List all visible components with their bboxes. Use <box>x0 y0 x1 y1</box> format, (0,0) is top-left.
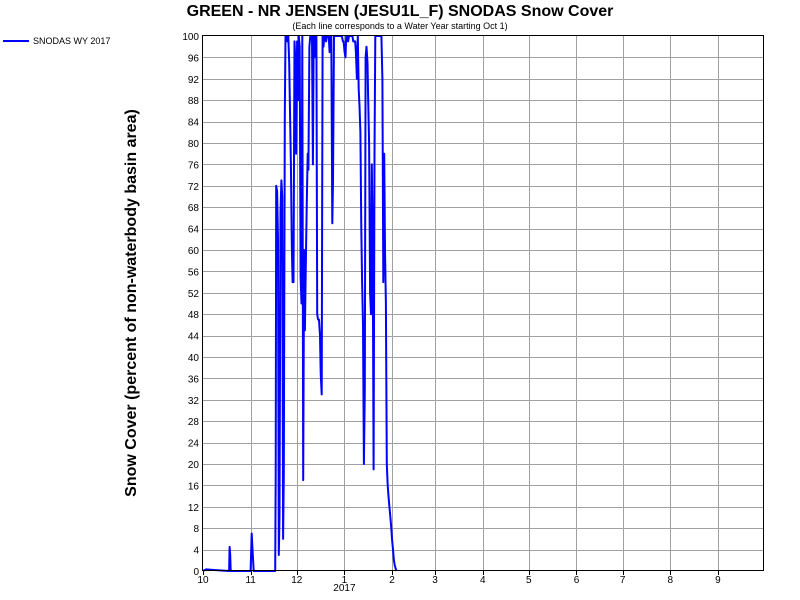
x-tick-label: 3 <box>432 575 438 586</box>
x-tick-label: 6 <box>574 575 580 586</box>
year-label: 2017 <box>333 583 356 594</box>
grid <box>203 36 764 571</box>
y-tick-label: 80 <box>188 139 200 150</box>
y-axis-label: Snow Cover (percent of non-waterbody bas… <box>123 109 140 497</box>
x-tick-label: 5 <box>526 575 532 586</box>
chart-subtitle: (Each line corresponds to a Water Year s… <box>292 21 507 31</box>
y-tick-label: 16 <box>188 481 200 492</box>
y-tick-label: 68 <box>188 203 200 214</box>
y-tick-label: 96 <box>188 53 200 64</box>
x-tick-label: 2 <box>389 575 395 586</box>
y-tick-label: 4 <box>193 546 199 557</box>
y-tick-label: 40 <box>188 353 200 364</box>
y-tick-label: 48 <box>188 310 200 321</box>
series-line-snodas-wy-2017 <box>203 36 397 571</box>
x-tick-label: 11 <box>245 575 256 586</box>
legend-label: SNODAS WY 2017 <box>33 36 110 46</box>
y-tick-label: 56 <box>188 267 200 278</box>
y-tick-label: 24 <box>188 439 200 450</box>
y-tick-label: 8 <box>193 524 199 535</box>
x-tick-label: 8 <box>667 575 673 586</box>
x-axis-ticks: 10 11 12 1 2 3 4 5 6 7 8 9 <box>197 571 721 586</box>
x-tick-label: 4 <box>480 575 486 586</box>
y-tick-label: 28 <box>188 417 200 428</box>
y-tick-label: 84 <box>188 118 200 129</box>
y-tick-label: 64 <box>188 225 200 236</box>
x-tick-label: 12 <box>291 575 303 586</box>
x-tick-label: 9 <box>715 575 721 586</box>
legend: SNODAS WY 2017 <box>3 36 110 46</box>
chart-title: GREEN - NR JENSEN (JESU1L_F) SNODAS Snow… <box>187 3 614 20</box>
y-tick-label: 44 <box>188 332 200 343</box>
y-tick-label: 20 <box>188 460 200 471</box>
y-tick-label: 12 <box>188 503 200 514</box>
y-tick-label: 52 <box>188 289 200 300</box>
series-layer <box>203 36 397 571</box>
y-tick-label: 92 <box>188 75 200 86</box>
y-tick-label: 60 <box>188 246 200 257</box>
y-axis-ticks: 0481216202428323640444852566064687276808… <box>182 32 199 578</box>
y-tick-label: 36 <box>188 374 200 385</box>
y-tick-label: 100 <box>182 32 199 43</box>
x-tick-label: 7 <box>620 575 626 586</box>
y-tick-label: 76 <box>188 160 200 171</box>
y-tick-label: 32 <box>188 396 200 407</box>
y-tick-label: 72 <box>188 182 200 193</box>
y-tick-label: 88 <box>188 96 200 107</box>
x-tick-label: 10 <box>197 575 209 586</box>
